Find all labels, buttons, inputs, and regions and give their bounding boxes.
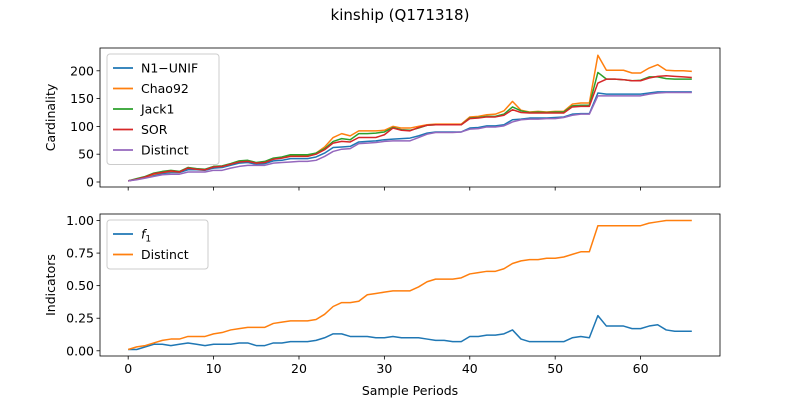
y-axis-label: Indicators [43,254,58,316]
y-tick-label: 200 [70,63,94,78]
series-lines [127,54,692,182]
y-tick-label: 150 [70,91,94,106]
y-tick-label: 0.75 [66,246,94,261]
y-tick-label: 50 [78,147,94,162]
series-lines [127,219,692,351]
x-axis-label: Sample Periods [362,383,458,398]
legend-label: Chao92 [141,81,189,96]
legend: f1 Distinct [106,219,209,270]
y-tick-label: 1.00 [66,213,94,228]
x-tick-label: 0 [124,361,132,376]
y-tick-label: 0.25 [66,311,94,326]
legend-label: Distinct [141,247,189,262]
y-tick-label: 0.00 [66,343,94,358]
legend-label: N1−UNIF [141,61,198,76]
series-line-4 [128,91,692,182]
x-tick-label: 60 [633,361,649,376]
x-tick-label: 10 [206,361,222,376]
axes-frame [99,47,721,188]
legend-label: SOR [141,122,168,137]
y-tick-label: 100 [70,119,94,134]
series-line-0 [128,314,692,351]
series-line-1 [127,219,692,351]
figure-title: kinship (Q171318) [331,6,470,24]
legend-frame [106,219,209,270]
indicators-panel: 0 10 20 30 40 50 60 0.00 0.25 0.50 0.75 1.00 Indicat… [43,213,721,398]
legend-label: f1 [141,227,151,245]
series-line-0 [128,91,692,182]
y-axis-label: Cardinality [43,83,58,151]
legend-label: Distinct [141,143,189,158]
y-tick-label: 0 [86,174,94,189]
y-tick-label: 0.50 [66,278,94,293]
legend-frame [106,53,220,165]
series-line-3 [128,75,692,182]
legend-label: Jack1 [140,102,174,117]
x-tick-label: 20 [291,361,307,376]
legend: N1−UNIF Chao92 Jack1 SOR Distinct [106,53,220,165]
cardinality-panel: 0 50 100 150 200 Cardinality N1−UNIF Chao92 Jack… [43,47,721,191]
x-tick-label: 30 [376,361,392,376]
x-tick-label: 40 [462,361,478,376]
axes-frame [99,213,721,357]
x-tick-label: 50 [547,361,563,376]
